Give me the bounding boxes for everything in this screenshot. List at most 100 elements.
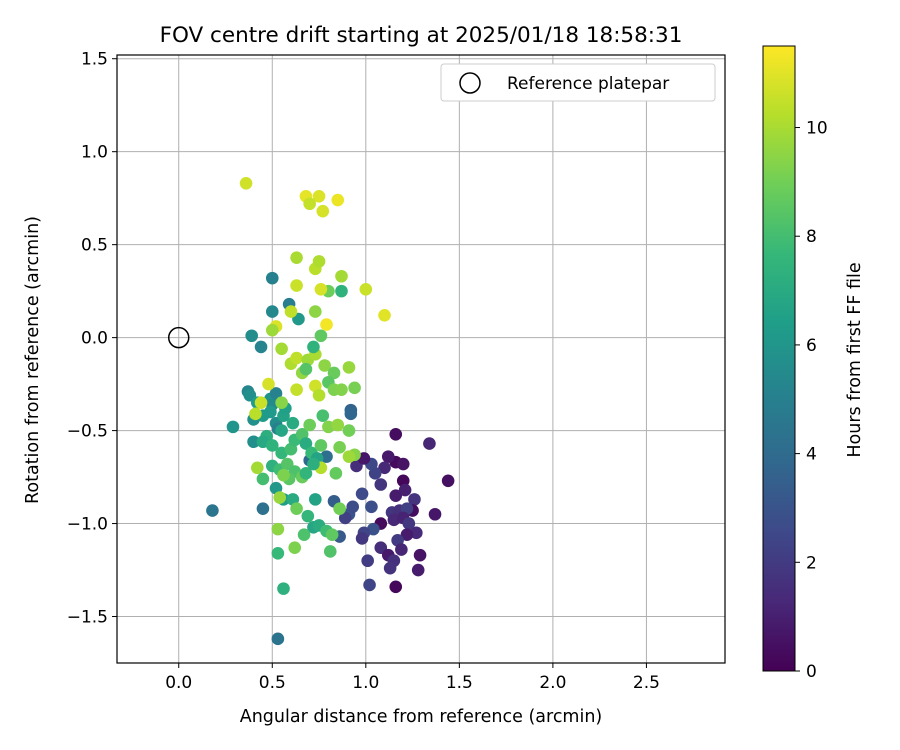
data-point xyxy=(331,418,345,432)
data-point xyxy=(355,532,369,545)
data-point xyxy=(342,450,356,463)
data-point xyxy=(303,418,316,432)
data-point xyxy=(307,457,320,471)
data-point xyxy=(271,546,285,560)
y-tick-label: 0.5 xyxy=(81,236,108,256)
data-point xyxy=(290,383,303,396)
data-point xyxy=(307,340,320,354)
data-point xyxy=(322,420,335,434)
data-point xyxy=(312,255,326,268)
data-point xyxy=(314,439,328,452)
data-point xyxy=(256,502,270,515)
data-point xyxy=(333,502,346,515)
data-point xyxy=(206,504,219,517)
data-point xyxy=(245,329,258,343)
data-point xyxy=(365,500,378,514)
data-point xyxy=(314,282,328,296)
colorbar-label: Hours from first FF file xyxy=(845,262,865,457)
data-point xyxy=(344,407,358,421)
data-point xyxy=(314,329,328,343)
data-point xyxy=(410,526,423,540)
data-point xyxy=(398,483,412,497)
x-tick-label: 2.0 xyxy=(539,673,566,693)
data-point xyxy=(301,509,315,523)
data-point xyxy=(275,424,288,437)
data-point xyxy=(247,435,260,449)
data-point xyxy=(396,457,410,471)
data-point xyxy=(312,388,326,402)
x-tick-label: 2.5 xyxy=(633,673,660,693)
data-point xyxy=(265,305,279,318)
data-point xyxy=(402,517,416,530)
data-point xyxy=(249,407,262,421)
data-point xyxy=(286,416,300,430)
colorbar-tick-label: 8 xyxy=(806,227,817,247)
data-point xyxy=(226,420,240,434)
colorbar-tick-label: 0 xyxy=(806,662,817,682)
data-point xyxy=(320,450,333,463)
y-tick-label: −0.5 xyxy=(67,422,108,442)
data-point xyxy=(325,528,339,542)
data-point xyxy=(381,450,395,463)
data-point xyxy=(411,563,425,577)
data-point xyxy=(389,428,403,441)
data-point xyxy=(269,387,283,400)
data-point xyxy=(316,409,330,423)
data-point xyxy=(335,284,348,298)
data-point xyxy=(413,548,427,562)
data-point xyxy=(320,318,333,331)
data-point xyxy=(335,269,348,283)
data-point xyxy=(271,632,285,646)
data-point xyxy=(239,176,253,190)
data-point xyxy=(299,437,313,450)
data-point xyxy=(256,472,270,486)
x-tick-label: 0.0 xyxy=(165,673,192,693)
data-point xyxy=(271,522,285,536)
data-point xyxy=(374,478,388,491)
data-point xyxy=(290,502,303,515)
data-point xyxy=(355,487,369,501)
y-tick-label: 1.0 xyxy=(81,143,108,163)
data-point xyxy=(400,528,414,542)
data-point xyxy=(288,541,302,555)
data-point xyxy=(299,362,313,376)
data-point xyxy=(309,493,322,506)
y-tick-label: 1.5 xyxy=(81,50,108,70)
data-point xyxy=(290,279,303,292)
data-point xyxy=(359,282,373,296)
x-axis-ticks: 0.0 0.5 1.0 1.5 2.0 2.5 xyxy=(165,663,660,693)
legend-box xyxy=(440,63,716,102)
data-point xyxy=(428,507,442,521)
grid-lines xyxy=(117,55,725,663)
reference-platepar-marker xyxy=(167,326,190,349)
y-tick-label: −1.5 xyxy=(67,608,108,628)
colorbar-tick-label: 10 xyxy=(806,119,828,139)
data-point xyxy=(387,513,401,527)
legend-entry-reference-platepar: Reference platepar xyxy=(507,74,669,94)
data-point xyxy=(348,381,361,395)
data-point xyxy=(284,305,298,318)
data-point xyxy=(290,251,303,264)
data-point xyxy=(316,204,330,218)
data-point xyxy=(441,474,455,488)
colorbar xyxy=(762,45,796,672)
data-point xyxy=(423,437,436,450)
data-point xyxy=(323,545,337,558)
y-axis-label: Rotation from reference (arcmin) xyxy=(23,216,43,504)
colorbar-tick-label: 6 xyxy=(806,336,817,356)
data-point xyxy=(342,361,356,374)
data-point xyxy=(275,342,288,356)
data-point xyxy=(265,323,279,337)
data-point xyxy=(273,491,287,504)
data-point xyxy=(327,366,341,380)
colorbar-tick-label: 4 xyxy=(806,445,817,465)
data-point xyxy=(389,580,403,594)
data-point xyxy=(254,340,268,354)
data-point xyxy=(346,500,360,514)
data-point xyxy=(262,377,275,391)
data-point xyxy=(309,305,322,318)
data-point xyxy=(277,582,290,595)
data-point xyxy=(277,468,290,482)
y-axis-ticks: −1.5 −1.0 −0.5 0.0 0.5 1.0 1.5 xyxy=(67,50,117,628)
